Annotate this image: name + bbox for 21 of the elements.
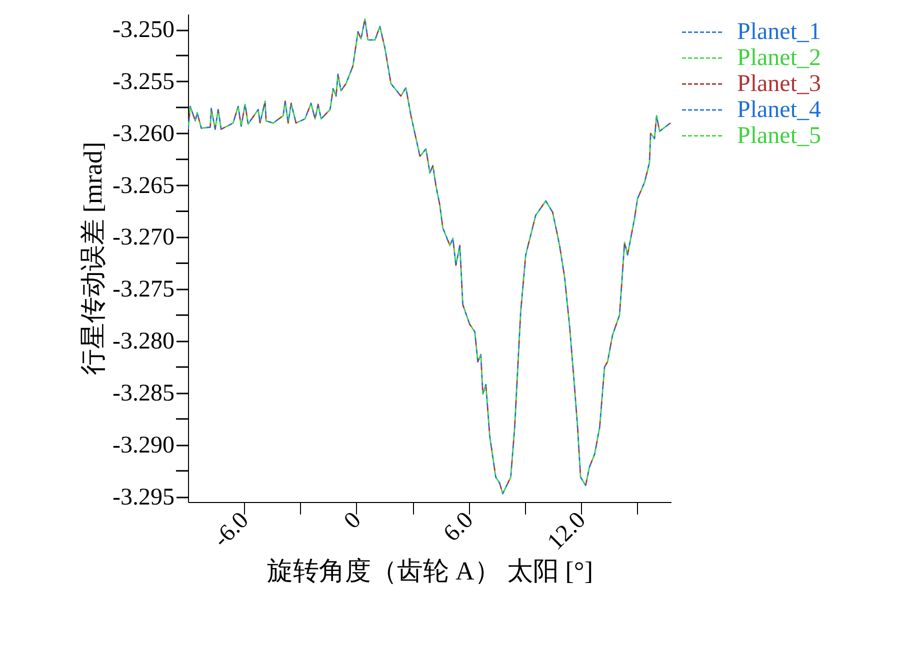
y-tick-label: -3.280	[112, 328, 174, 355]
x-axis-title: 旋转角度（齿轮 A） 太阳 [°]	[267, 556, 593, 586]
x-tick-label: 0	[339, 507, 366, 534]
x-tick-label: 6.0	[438, 507, 479, 547]
y-tick-label: -3.255	[112, 68, 174, 95]
y-tick-label: -3.295	[112, 484, 174, 510]
legend-label: Planet_5	[737, 122, 821, 149]
legend-label: Planet_1	[737, 19, 821, 46]
y-tick-label: -3.265	[112, 172, 174, 199]
y-axis-title: 行星传动误差 [mrad]	[78, 142, 108, 376]
legend-label: Planet_3	[737, 71, 821, 97]
y-tick-label: -3.290	[112, 432, 174, 458]
x-tick-label: 12.0	[542, 507, 591, 556]
y-tick-label: -3.260	[112, 120, 174, 147]
x-tick-label: -6.0	[208, 507, 254, 553]
legend-label: Planet_4	[737, 96, 821, 123]
y-tick-label: -3.250	[112, 17, 174, 44]
y-tick-label: -3.285	[112, 380, 174, 406]
y-tick-label: -3.270	[112, 224, 174, 251]
y-tick-label: -3.275	[112, 276, 174, 303]
legend-label: Planet_2	[737, 45, 821, 72]
